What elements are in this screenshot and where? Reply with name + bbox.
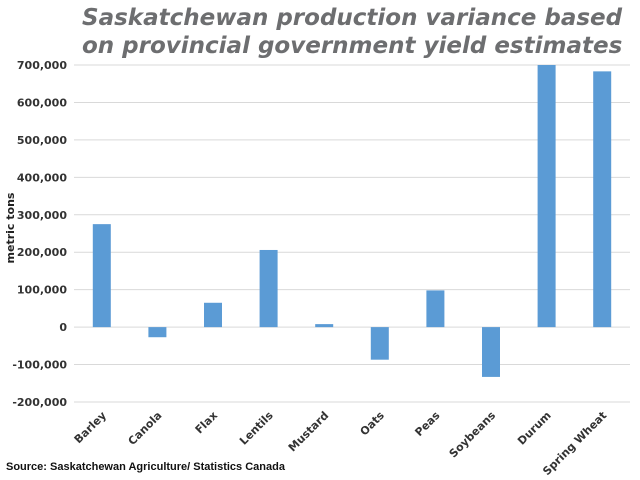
x-tick-label: Soybeans [447,409,499,461]
y-axis-label: metric tons [4,192,17,263]
bar-canola [148,327,167,338]
y-tick-label: 200,000 [17,246,67,259]
x-tick-label: Oats [358,409,388,439]
gridlines [74,64,630,403]
chart-title: Saskatchewan production variance based o… [82,4,632,60]
bar-soybeans [482,327,500,377]
bar-mustard [315,324,334,328]
x-tick-label: Barley [72,409,109,446]
bars [92,65,612,377]
x-tick-label: Flax [193,409,220,436]
y-tick-label: 300,000 [17,209,67,222]
y-tick-label: 400,000 [17,171,67,184]
y-tick-label: 100,000 [17,284,67,297]
y-tick-label: -200,000 [12,396,67,409]
chart-title-line-2: on provincial government yield estimates [82,33,623,59]
x-tick-label: Durum [515,409,554,448]
x-tick-label: Mustard [286,409,331,454]
y-tick-label: 500,000 [17,134,67,147]
bar-lentils [259,249,278,328]
y-tick-label: -100,000 [12,359,67,372]
y-tick-label: 600,000 [17,96,67,109]
y-tick-labels: -200,000 -100,000 0 100,000 200,000 300,000 40… [12,59,67,409]
bar-spring-wheat [593,71,612,328]
bar-flax [204,302,222,328]
bar-peas [426,290,445,328]
x-tick-label: Canola [126,409,165,448]
chart-title-line-1: Saskatchewan production variance based [82,5,623,31]
y-tick-label: 0 [59,321,67,334]
bar-barley [92,224,111,328]
bar-oats [370,327,389,360]
x-tick-label: Lentils [237,409,276,448]
y-tick-label: 700,000 [17,59,67,72]
bar-durum [537,65,556,328]
source-note: Source: Saskatchewan Agriculture/ Statis… [6,461,285,473]
x-tick-label: Peas [412,409,442,439]
